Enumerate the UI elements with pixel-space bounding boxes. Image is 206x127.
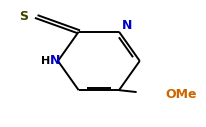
Text: N: N — [122, 19, 132, 32]
Text: S: S — [19, 10, 28, 23]
Text: N: N — [49, 54, 60, 67]
Text: OMe: OMe — [165, 88, 196, 101]
Text: H: H — [41, 56, 50, 66]
